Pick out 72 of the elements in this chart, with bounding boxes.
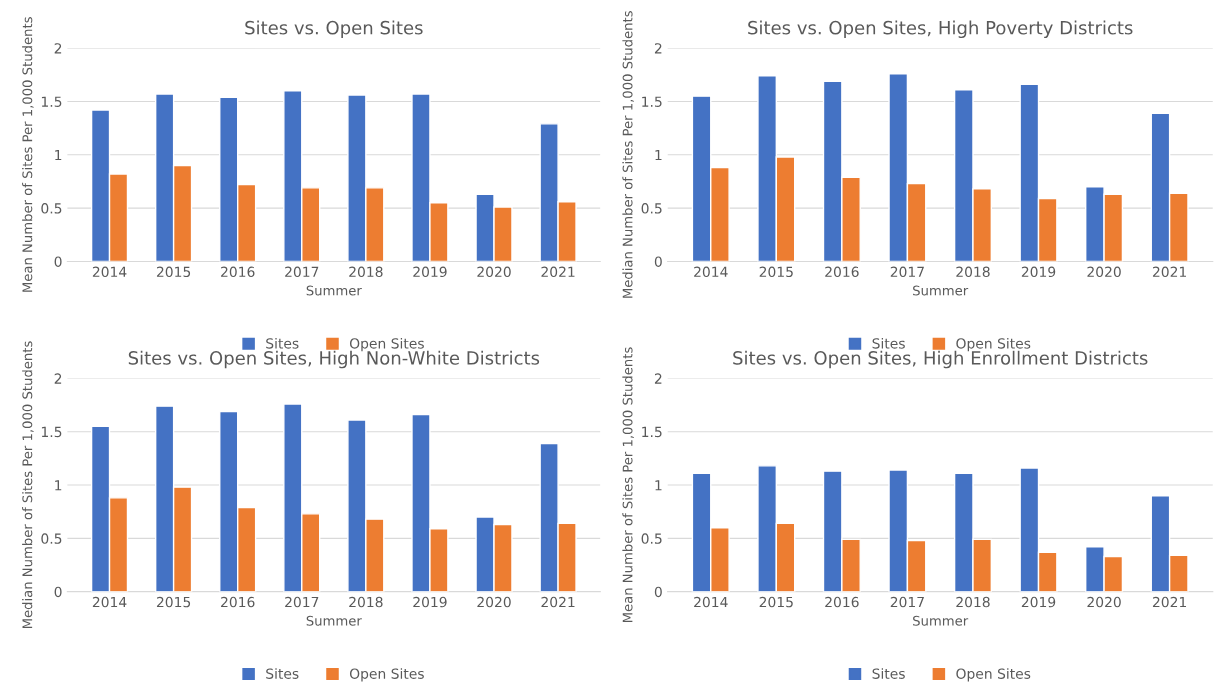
x-tick-label: 2021 <box>541 266 575 278</box>
x-tick-label: 2019 <box>413 596 447 608</box>
legend-label: Open Sites <box>349 337 424 352</box>
x-tick-label: 2014 <box>694 596 728 608</box>
x-tick-label: 2017 <box>285 596 319 608</box>
y-tick-label: 0 <box>54 586 62 598</box>
y-tick-label: 0.5 <box>41 203 62 214</box>
chart-title: Sites vs. Open Sites, High Enrollment Districts <box>733 350 1148 369</box>
x-axis-title: Summer <box>306 615 362 626</box>
legend-label: Sites <box>872 668 905 679</box>
x-tick-label: 2017 <box>890 266 924 278</box>
chart-title: Sites vs. Open Sites <box>245 20 423 39</box>
y-tick-label: 0 <box>654 256 662 267</box>
y-tick-label: 1 <box>55 149 62 161</box>
x-tick-label: 2018 <box>349 596 383 608</box>
x-tick-label: 2015 <box>156 596 191 608</box>
x-tick-label: 2021 <box>1152 596 1187 608</box>
legend-label: Open Sites <box>956 337 1031 352</box>
y-tick-label: 2 <box>54 43 62 54</box>
legend-label: Sites <box>266 668 299 679</box>
y-tick-label: 2 <box>654 373 662 384</box>
y-tick-label: 1 <box>55 480 62 491</box>
legend-label: Open Sites <box>349 668 424 682</box>
y-tick-label: 1.5 <box>41 426 62 438</box>
x-tick-label: 2020 <box>1087 266 1121 278</box>
x-tick-label: 2016 <box>825 266 859 278</box>
y-axis-title: Mean Number of Sites Per 1,000 Students <box>622 347 634 623</box>
x-tick-label: 2014 <box>92 596 127 608</box>
x-axis-title: Summer <box>913 285 969 296</box>
x-tick-label: 2020 <box>477 266 511 278</box>
x-tick-label: 2018 <box>956 596 990 608</box>
x-tick-label: 2021 <box>541 596 575 608</box>
x-tick-label: 2019 <box>1021 596 1056 608</box>
y-tick-label: 2 <box>654 43 662 54</box>
y-tick-label: 1 <box>655 480 662 491</box>
x-tick-label: 2017 <box>890 596 924 608</box>
y-tick-label: 2 <box>54 373 62 384</box>
x-tick-label: 2019 <box>413 266 447 278</box>
x-axis-title: Summer <box>913 615 969 626</box>
y-tick-label: 1.5 <box>642 96 662 107</box>
x-tick-label: 2014 <box>92 266 127 278</box>
x-tick-label: 2017 <box>285 266 319 278</box>
y-tick-label: 0 <box>54 256 62 267</box>
chart-title: Sites vs. Open Sites, High Non-White Districts <box>128 350 540 369</box>
x-tick-label: 2016 <box>221 596 255 608</box>
x-tick-label: 2016 <box>221 266 255 278</box>
y-tick-label: 1.5 <box>642 426 662 438</box>
y-axis-title: Mean Number of Sites Per 1,000 Students <box>22 17 34 292</box>
x-tick-label: 2021 <box>1152 266 1187 278</box>
x-tick-label: 2018 <box>349 266 383 278</box>
x-tick-label: 2015 <box>156 266 191 278</box>
legend-label: Sites <box>266 337 299 349</box>
y-axis-title: Median Number of Sites Per 1,000 Students <box>22 341 34 629</box>
x-tick-label: 2019 <box>1021 266 1056 278</box>
x-tick-label: 2018 <box>956 266 990 278</box>
x-tick-label: 2014 <box>694 266 728 278</box>
legend-label: Open Sites <box>956 668 1031 682</box>
x-tick-label: 2015 <box>759 596 793 608</box>
y-tick-label: 0.5 <box>641 533 662 544</box>
y-tick-label: 0.5 <box>641 203 662 214</box>
y-tick-label: 0 <box>654 586 662 598</box>
x-tick-label: 2020 <box>1087 596 1121 608</box>
x-axis-title: Summer <box>306 285 362 296</box>
y-tick-label: 0.5 <box>41 533 62 544</box>
x-tick-label: 2020 <box>477 596 511 608</box>
y-tick-label: 1.5 <box>41 96 62 107</box>
y-axis-title: Median Number of Sites Per 1,000 Students <box>622 11 634 298</box>
chart-title: Sites vs. Open Sites, High Poverty Districts <box>748 20 1133 39</box>
x-tick-label: 2016 <box>825 596 859 608</box>
legend-label: Sites <box>872 337 905 349</box>
y-tick-label: 1 <box>655 149 662 161</box>
x-tick-label: 2015 <box>759 266 793 278</box>
